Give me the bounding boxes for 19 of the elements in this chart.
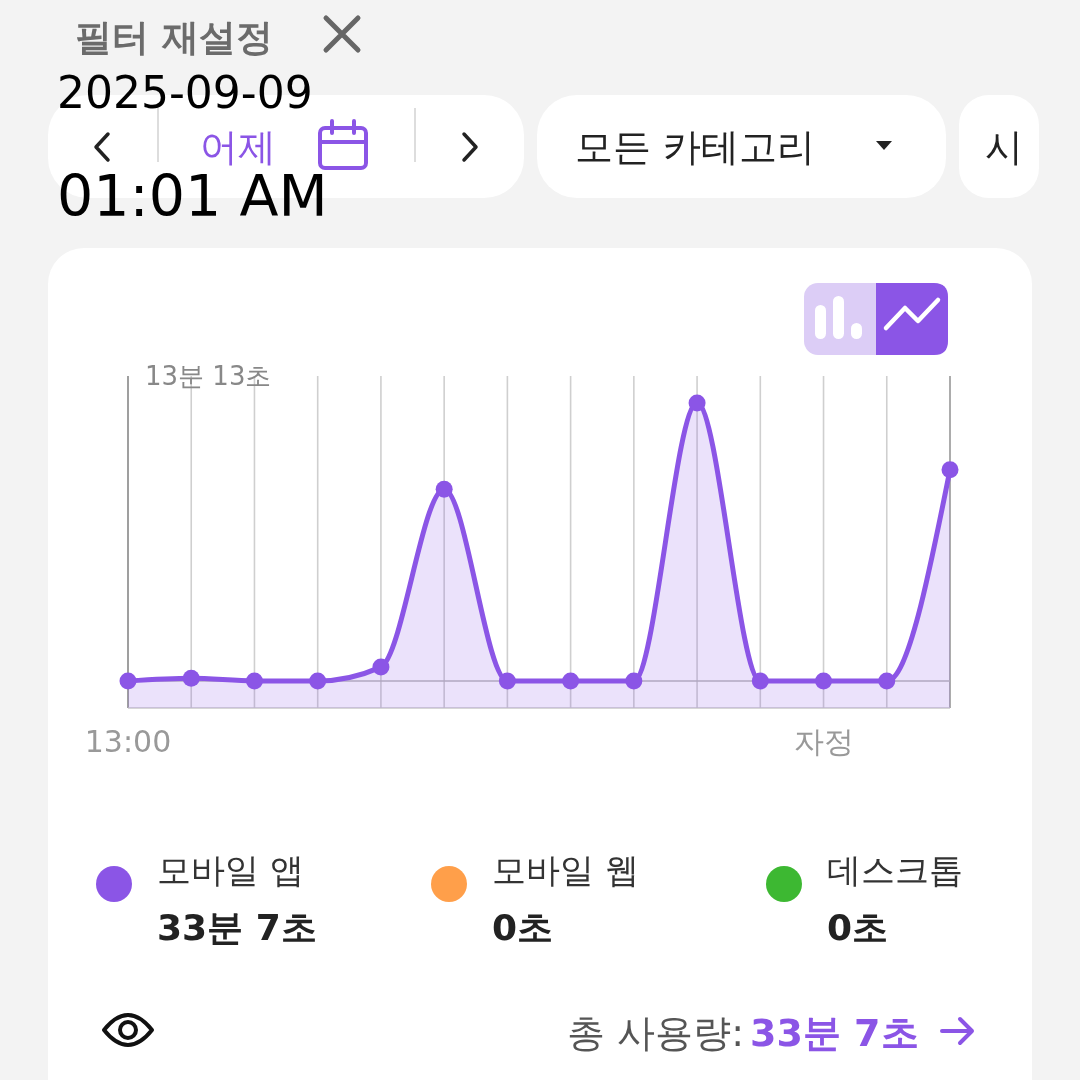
annotation: 0초 [492, 907, 554, 948]
legend-label: 모바일 앱 [157, 850, 304, 890]
x-tick-label: 13:00 [84, 724, 172, 759]
annotation: 총 사용량: [567, 1011, 744, 1055]
annotation: 필터 재설정 [75, 16, 273, 59]
legend-item: 데스크톱 [766, 850, 963, 902]
annotation: 2025-09-09 [57, 67, 313, 118]
annotation: 시 [985, 125, 1023, 169]
annotation: 33분 7초 [750, 1011, 919, 1055]
x-tick-label: 자정 [793, 724, 854, 759]
legend-label: 모바일 웹 [492, 850, 639, 890]
annotation: 33분 7초 [157, 907, 317, 948]
legend-item: 모바일 앱 [96, 850, 304, 902]
annotation: 0초 [827, 907, 889, 948]
legend-item: 모바일 웹 [431, 850, 639, 902]
annotation: 13분 13초 [145, 361, 272, 391]
legend-label: 데스크톱 [827, 850, 963, 890]
annotation: 모든 카테고리 [575, 125, 816, 169]
annotation: 어제 [200, 125, 276, 169]
